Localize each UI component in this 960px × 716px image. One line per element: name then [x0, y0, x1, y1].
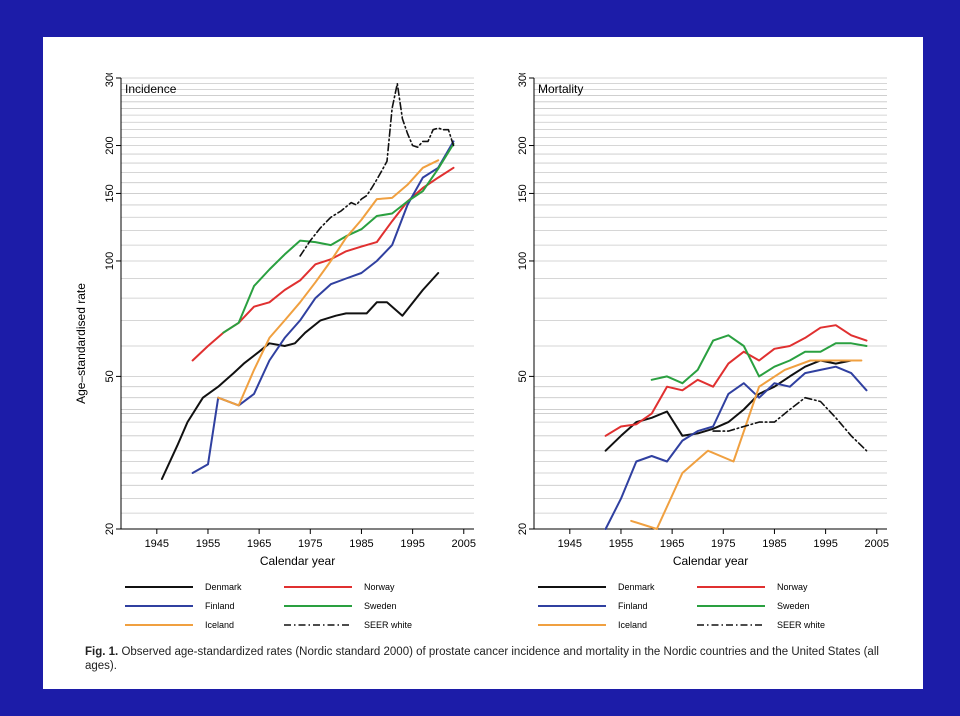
mortality-y-tick-label: 100 [517, 252, 529, 270]
figure-caption: Fig. 1. Observed age-standardized rates … [85, 645, 905, 673]
mortality-y-tick-label: 50 [517, 370, 529, 382]
incidence-legend-label: SEER white [364, 620, 412, 630]
incidence-y-tick-label: 300 [104, 73, 116, 87]
mortality-legend-label: Iceland [618, 620, 647, 630]
mortality-series-sweden [650, 334, 868, 385]
mortality-legend-label: Norway [777, 582, 808, 592]
incidence-y-tick-label: 20 [104, 523, 116, 535]
mortality-legend: Denmark Norway Finland Sweden Iceland SEER wh… [538, 582, 825, 630]
incidence-x-tick-label: 1955 [196, 538, 220, 550]
incidence-series-iceland [217, 159, 440, 407]
mortality-legend-label: Denmark [618, 582, 655, 592]
mortality-x-tick-label: 1985 [762, 538, 786, 550]
mortality-x-tick-label: 1995 [813, 538, 837, 550]
incidence-y-axis-label: Age–standardised rate [74, 283, 88, 404]
mortality-x-tick-label: 1945 [558, 538, 582, 550]
incidence-y-tick-label: 100 [104, 252, 116, 270]
incidence-x-tick-label: 1965 [247, 538, 271, 550]
mortality-series-finland [604, 365, 868, 530]
incidence-legend-label: Finland [205, 601, 235, 611]
incidence-x-tick-label: 2005 [452, 538, 476, 550]
mortality-chart: 20 50 100 150 200 300 1945 1955 1965 1975 1985 1995… [517, 73, 889, 630]
mortality-panel-title: Mortality [538, 82, 583, 96]
incidence-x-tick-label: 1985 [349, 538, 373, 550]
mortality-y-tick-label: 200 [517, 136, 529, 154]
slide: 20 50 100 150 200 300 1945 1955 1965 1975 1985 1995… [43, 37, 923, 689]
mortality-series-norway [604, 324, 868, 437]
incidence-grid [121, 77, 474, 530]
incidence-series-finland [191, 140, 455, 474]
mortality-x-tick-label: 1955 [609, 538, 633, 550]
mortality-series-iceland [630, 359, 863, 530]
mortality-y-tick-label: 20 [517, 523, 529, 535]
mortality-series-seer-white [712, 396, 868, 452]
mortality-legend-label: Finland [618, 601, 648, 611]
mortality-legend-label: SEER white [777, 620, 825, 630]
incidence-y-tick-label: 150 [104, 184, 116, 202]
mortality-series-denmark [604, 359, 853, 452]
mortality-grid [534, 77, 887, 530]
incidence-series-sweden [222, 142, 455, 334]
incidence-legend-label: Denmark [205, 582, 242, 592]
incidence-panel-title: Incidence [125, 82, 177, 96]
incidence-legend-label: Sweden [364, 601, 397, 611]
incidence-series-denmark [160, 272, 440, 480]
mortality-x-tick-label: 1975 [711, 538, 735, 550]
caption-text: Observed age-standardized rates (Nordic … [85, 646, 879, 672]
incidence-chart: 20 50 100 150 200 300 1945 1955 1965 1975 1985 1995… [74, 73, 476, 630]
mortality-y-tick-label: 300 [517, 73, 529, 87]
incidence-series-seer-white [299, 82, 455, 257]
mortality-y-tick-label: 150 [517, 184, 529, 202]
mortality-legend-label: Sweden [777, 601, 810, 611]
incidence-legend: Denmark Norway Finland Sweden Iceland SEER wh… [125, 582, 412, 630]
mortality-x-tick-label: 2005 [865, 538, 889, 550]
incidence-x-tick-label: 1975 [298, 538, 322, 550]
incidence-x-tick-label: 1945 [145, 538, 169, 550]
mortality-x-tick-label: 1965 [660, 538, 684, 550]
incidence-y-tick-label: 50 [104, 370, 116, 382]
caption-label: Fig. 1. [85, 646, 119, 658]
mortality-x-axis-label: Calendar year [673, 554, 748, 568]
incidence-y-tick-label: 200 [104, 136, 116, 154]
incidence-x-tick-label: 1995 [400, 538, 424, 550]
incidence-x-axis-label: Calendar year [260, 554, 335, 568]
incidence-legend-label: Norway [364, 582, 395, 592]
incidence-legend-label: Iceland [205, 620, 234, 630]
